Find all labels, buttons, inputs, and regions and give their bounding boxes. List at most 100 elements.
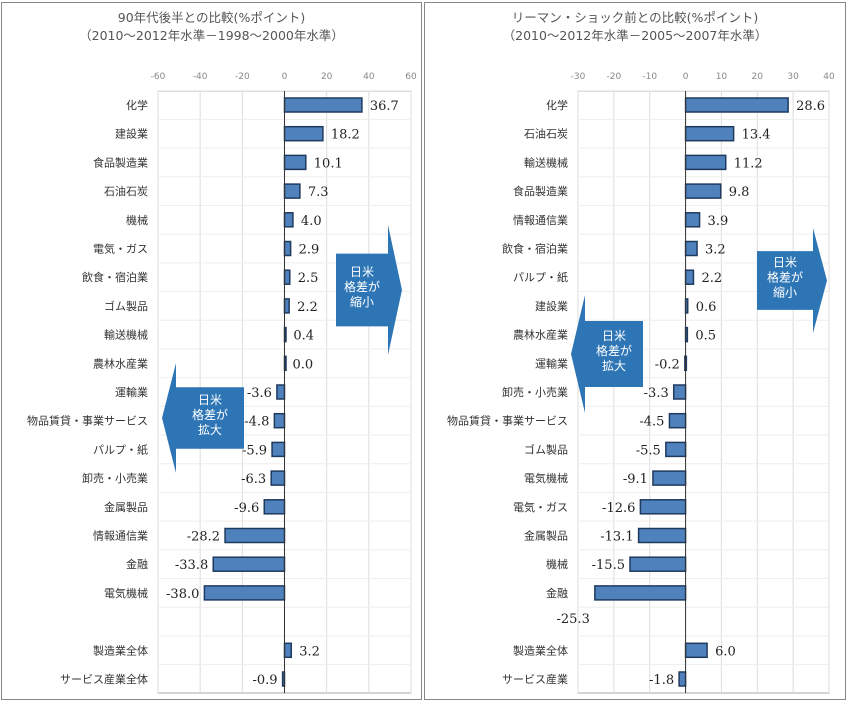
category-label: 化学 [126, 98, 148, 112]
category-label: 電気・ガス [93, 242, 148, 256]
category-label: 建設業 [115, 127, 148, 141]
annotation-text: 縮小 [350, 294, 374, 309]
category-label: 卸売・小売業 [82, 471, 148, 485]
bar [212, 556, 286, 572]
x-tick-label: 10 [716, 72, 728, 82]
category-label: サービス産業 [502, 673, 568, 686]
data-label: 18.2 [331, 128, 360, 143]
x-tick-label: -20 [235, 72, 250, 82]
bar [684, 97, 789, 113]
data-label: -4.5 [639, 415, 664, 430]
category-label: 物品賃貸・事業サービス [447, 414, 568, 428]
data-label: 3.9 [708, 214, 729, 229]
x-tick-label: -60 [151, 72, 166, 82]
data-label: -5.9 [242, 443, 267, 458]
bar [629, 556, 687, 572]
subtitle: （2010～2012年水準－2005～2007年水準） [502, 28, 768, 43]
chart-title: リーマン・ショック前との比較(%ポイント) （2010～2012年水準－2005～… [425, 9, 845, 45]
data-label: 2.9 [299, 243, 320, 258]
x-tick-label: -20 [607, 72, 622, 82]
category-label: 農林水産業 [513, 328, 568, 342]
data-label: 2.2 [701, 271, 722, 286]
x-tick-label: 20 [321, 72, 333, 82]
bar [270, 470, 286, 486]
bar [283, 125, 324, 142]
bar [203, 585, 286, 601]
bar [684, 240, 698, 257]
annotation-text: 日米 [198, 393, 222, 407]
bar [273, 412, 286, 429]
data-label: -4.8 [244, 415, 269, 430]
category-label: 飲食・宿泊業 [82, 270, 148, 284]
annotation-text: 格差が [596, 343, 632, 358]
data-label: -9.6 [234, 501, 259, 516]
data-label: 7.3 [308, 185, 329, 200]
category-label: 電気・ガス [513, 500, 568, 514]
annotation-text: 格差が [344, 279, 380, 294]
chart-title: 90年代後半との比較(%ポイント) （2010～2012年水準－1998～2000… [2, 9, 421, 45]
category-label: 食品製造業 [93, 155, 148, 169]
x-tick-label: 20 [752, 72, 764, 82]
chart-panel-lehman: リーマン・ショック前との比較(%ポイント) （2010～2012年水準－2005～… [424, 2, 846, 700]
bar [283, 642, 292, 659]
data-label: 11.2 [734, 156, 763, 171]
bar [672, 384, 687, 400]
data-label: -15.5 [592, 558, 625, 573]
category-label: 電気機械 [104, 586, 148, 600]
data-label: 9.8 [729, 185, 750, 200]
title: 90年代後半との比較(%ポイント) [117, 10, 306, 25]
arrow-left-icon [162, 363, 244, 473]
bar [283, 269, 291, 285]
category-label: 物品賃貸・事業サービス [27, 414, 148, 428]
data-label: -12.6 [602, 501, 635, 516]
annotation-text: 拡大 [198, 423, 222, 437]
bar-chart: -30 -20 -10 0 10 20 30 40 化学 28.6 石油石炭 13.4 輸送機械 11.2… [447, 72, 835, 694]
category-label: サービス産業全体 [60, 672, 148, 686]
category-label: 化学 [546, 98, 568, 112]
data-label: -28.2 [187, 530, 220, 545]
data-label: 6.0 [715, 644, 736, 659]
data-label: -3.6 [247, 386, 272, 401]
data-label: 28.6 [796, 99, 825, 114]
bar [684, 154, 727, 171]
bar [637, 527, 687, 544]
data-label: 36.7 [370, 99, 399, 114]
data-label: -13.1 [600, 530, 633, 545]
data-label: -25.3 [557, 612, 590, 627]
plot-area [577, 90, 830, 694]
bar [283, 212, 294, 228]
x-tick-label: -10 [642, 72, 657, 82]
category-label: 金属製品 [524, 529, 568, 543]
annotation-text: 縮小 [773, 285, 797, 300]
bar [684, 183, 722, 199]
arrow-right-icon [336, 225, 402, 355]
data-label: 4.0 [301, 214, 322, 229]
category-label: 情報通信業 [513, 214, 568, 227]
category-label: ゴム製品 [524, 442, 568, 456]
category-label: 運輸業 [535, 356, 568, 370]
bar [652, 470, 687, 486]
data-label: -5.5 [636, 443, 661, 458]
title: リーマン・ショック前との比較(%ポイント) [511, 10, 759, 25]
bar [283, 240, 292, 257]
category-label: 卸売・小売業 [502, 385, 568, 399]
bar [263, 499, 286, 515]
bar [684, 125, 735, 142]
arrow-right-icon [757, 228, 827, 333]
bar [283, 183, 301, 199]
category-label: 金融 [126, 557, 148, 571]
bar [665, 441, 687, 458]
category-label: 電気機械 [524, 471, 568, 485]
data-label: -33.8 [175, 558, 208, 573]
data-label: -38.0 [166, 587, 199, 602]
bar [271, 441, 286, 458]
bar [283, 298, 290, 314]
bar [639, 499, 687, 515]
data-label: 10.1 [314, 156, 343, 171]
bar [678, 671, 687, 687]
x-tick-label: 60 [405, 72, 417, 82]
data-label: -0.2 [655, 357, 680, 372]
annotation-text: 日米 [350, 265, 374, 279]
category-label: パルプ・紙 [513, 270, 568, 284]
category-label: ゴム製品 [104, 299, 148, 313]
